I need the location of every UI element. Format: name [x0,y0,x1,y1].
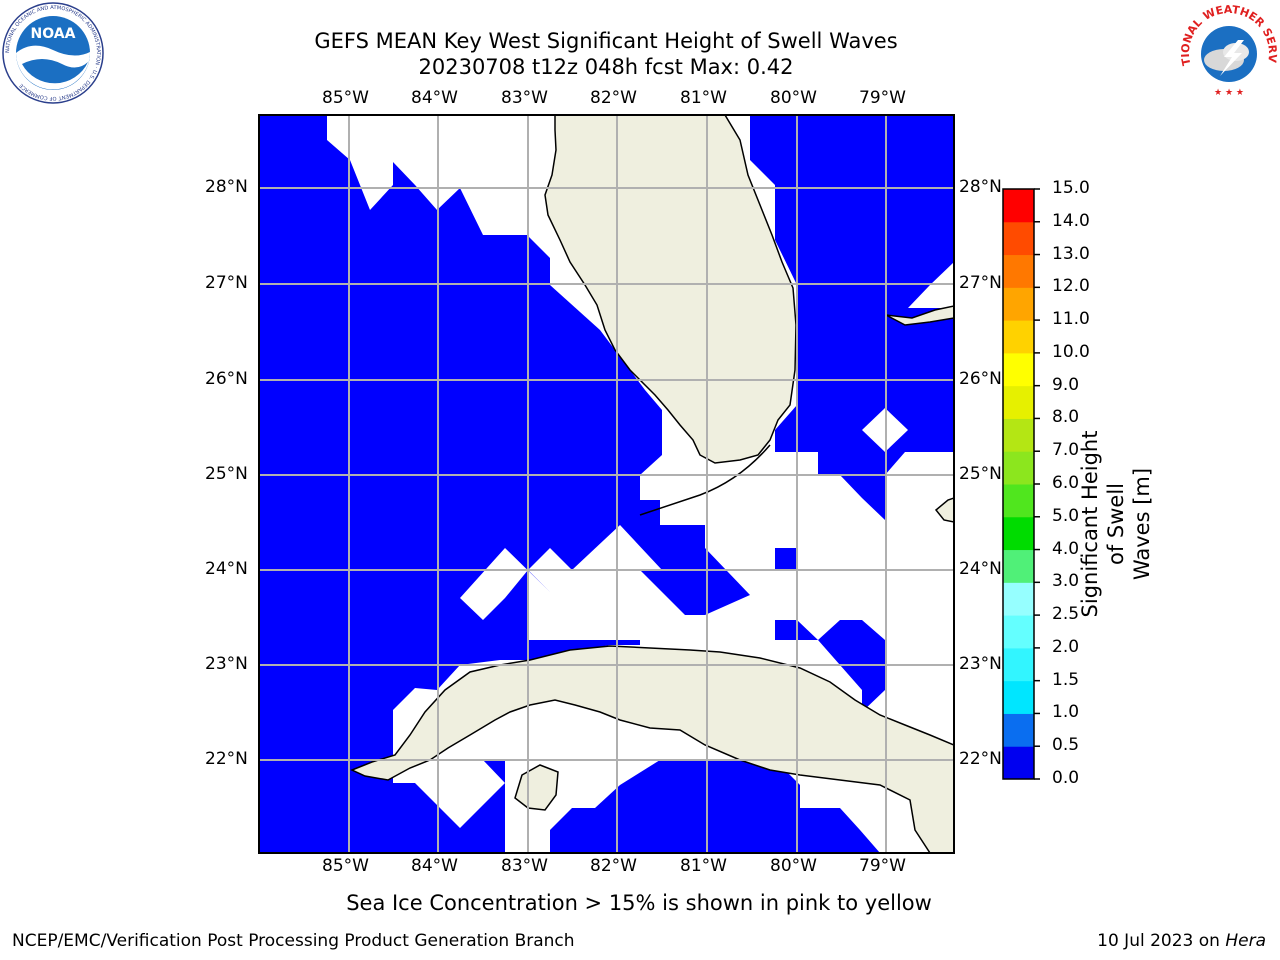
colorbar-tick-label: 0.0 [1052,768,1080,788]
lon-label-bottom-79w: 79°W [859,856,906,876]
colorbar [1003,189,1034,780]
land-andros [934,497,954,523]
colorbar-tick-label: 5.0 [1052,505,1080,526]
colorbar-band [1003,221,1034,256]
colorbar-band [1003,680,1034,714]
swell-region-bahamas-south [775,620,885,712]
colorbar-tick-label: 8.0 [1052,407,1080,428]
colorbar-tick-label: 13.0 [1052,243,1090,264]
lat-label-left-23n: 23°N [205,654,248,674]
colorbar-tick-label: 14.0 [1052,210,1090,231]
colorbar-band [1003,385,1034,419]
lon-label-bottom-84w: 84°W [411,856,458,876]
noaa-logo: NATIONAL OCEANIC AND ATMOSPHERIC ADMINIS… [2,2,104,104]
lon-label-bottom-80w: 80°W [770,856,817,876]
land-bahamas [885,305,954,326]
swell-region-straits [775,548,797,570]
lat-label-right-27n: 27°N [959,273,1002,293]
lat-label-left-22n: 22°N [205,749,248,769]
colorbar-tick-label: 9.0 [1052,374,1080,395]
colorbar-band [1003,287,1034,321]
nws-logo: NATIONAL WEATHER SERVICE ★ ★ ★ [1178,2,1279,102]
colorbar-title: Significant Height of Swell Waves [m] [1077,424,1155,624]
lon-label-top-82w: 82°W [590,88,637,108]
sea-ice-note: Sea Ice Concentration > 15% is shown in … [346,891,932,915]
swell-field [259,115,954,853]
lon-label-bottom-85w: 85°W [322,856,369,876]
lat-label-left-24n: 24°N [205,559,248,579]
colorbar-band [1003,320,1034,354]
colorbar-tick-label: 3.0 [1052,571,1080,592]
colorbar-tick-label: 2.5 [1052,604,1080,625]
colorbar-tick-label: 1.5 [1052,669,1080,690]
graticule [259,115,954,853]
land-isla-juventud [514,764,559,811]
chart-title: GEFS MEAN Key West Significant Height of… [314,29,898,53]
florida-keys [639,444,771,516]
footer-date: 10 Jul 2023 on Hera [1097,931,1266,951]
swell-region-atlantic [750,115,954,520]
noaa-logo-text: NOAA [31,26,76,42]
colorbar-band [1003,418,1034,452]
colorbar-band [1003,189,1034,223]
lat-label-left-26n: 26°N [205,369,248,389]
map-frame [258,114,955,854]
lon-label-top-85w: 85°W [322,88,369,108]
land-cuba [350,645,954,853]
colorbar-tick-label: 4.0 [1052,538,1080,559]
colorbar-title-line1: Significant Height of Swell [1078,430,1128,618]
colorbar-tick-label: 12.0 [1052,276,1090,297]
lon-label-bottom-83w: 83°W [501,856,548,876]
chart-subtitle: 20230708 t12z 048h fcst Max: 0.42 [418,55,794,79]
colorbar-tick-label: 15.0 [1052,178,1090,198]
lon-label-top-80w: 80°W [770,88,817,108]
lat-label-left-25n: 25°N [205,464,248,484]
colorbar-tick-label: 10.0 [1052,341,1090,362]
colorbar-band [1003,516,1034,551]
lat-label-left-27n: 27°N [205,273,248,293]
footer-credit: NCEP/EMC/Verification Post Processing Pr… [12,931,575,951]
footer-date-text: 10 Jul 2023 on [1097,931,1226,951]
colorbar-band [1003,254,1034,288]
footer-host: Hera [1225,931,1266,951]
svg-text:★ ★ ★: ★ ★ ★ [1214,88,1244,98]
lon-label-top-79w: 79°W [859,88,906,108]
colorbar-tick-label: 0.5 [1052,735,1080,756]
lat-label-left-28n: 28°N [205,177,248,197]
lat-label-right-22n: 22°N [959,749,1002,769]
colorbar-band [1003,549,1034,583]
colorbar-band [1003,746,1034,780]
lat-label-right-23n: 23°N [959,654,1002,674]
colorbar-band [1003,615,1034,649]
colorbar-tick-label: 1.0 [1052,702,1080,723]
lat-label-right-26n: 26°N [959,369,1002,389]
lon-label-top-83w: 83°W [501,88,548,108]
colorbar-band [1003,484,1034,518]
colorbar-band [1003,713,1034,747]
colorbar-tick-label: 11.0 [1052,309,1090,330]
lon-label-bottom-81w: 81°W [680,856,727,876]
colorbar-tick-label: 7.0 [1052,440,1080,461]
colorbar-tick-label: 6.0 [1052,473,1080,493]
lon-label-bottom-82w: 82°W [590,856,637,876]
land-florida [544,115,797,464]
colorbar-band [1003,647,1034,682]
colorbar-band [1003,582,1034,616]
lon-label-top-81w: 81°W [680,88,727,108]
colorbar-band [1003,451,1034,485]
lat-label-right-25n: 25°N [959,464,1002,484]
lat-label-right-28n: 28°N [959,177,1002,197]
lat-label-right-24n: 24°N [959,559,1002,579]
swell-region-gulf [259,115,750,853]
colorbar-title-line2: Waves [m] [1130,467,1154,581]
colorbar-tick-label: 2.0 [1052,636,1080,657]
lon-label-top-84w: 84°W [411,88,458,108]
colorbar-band [1003,352,1034,387]
